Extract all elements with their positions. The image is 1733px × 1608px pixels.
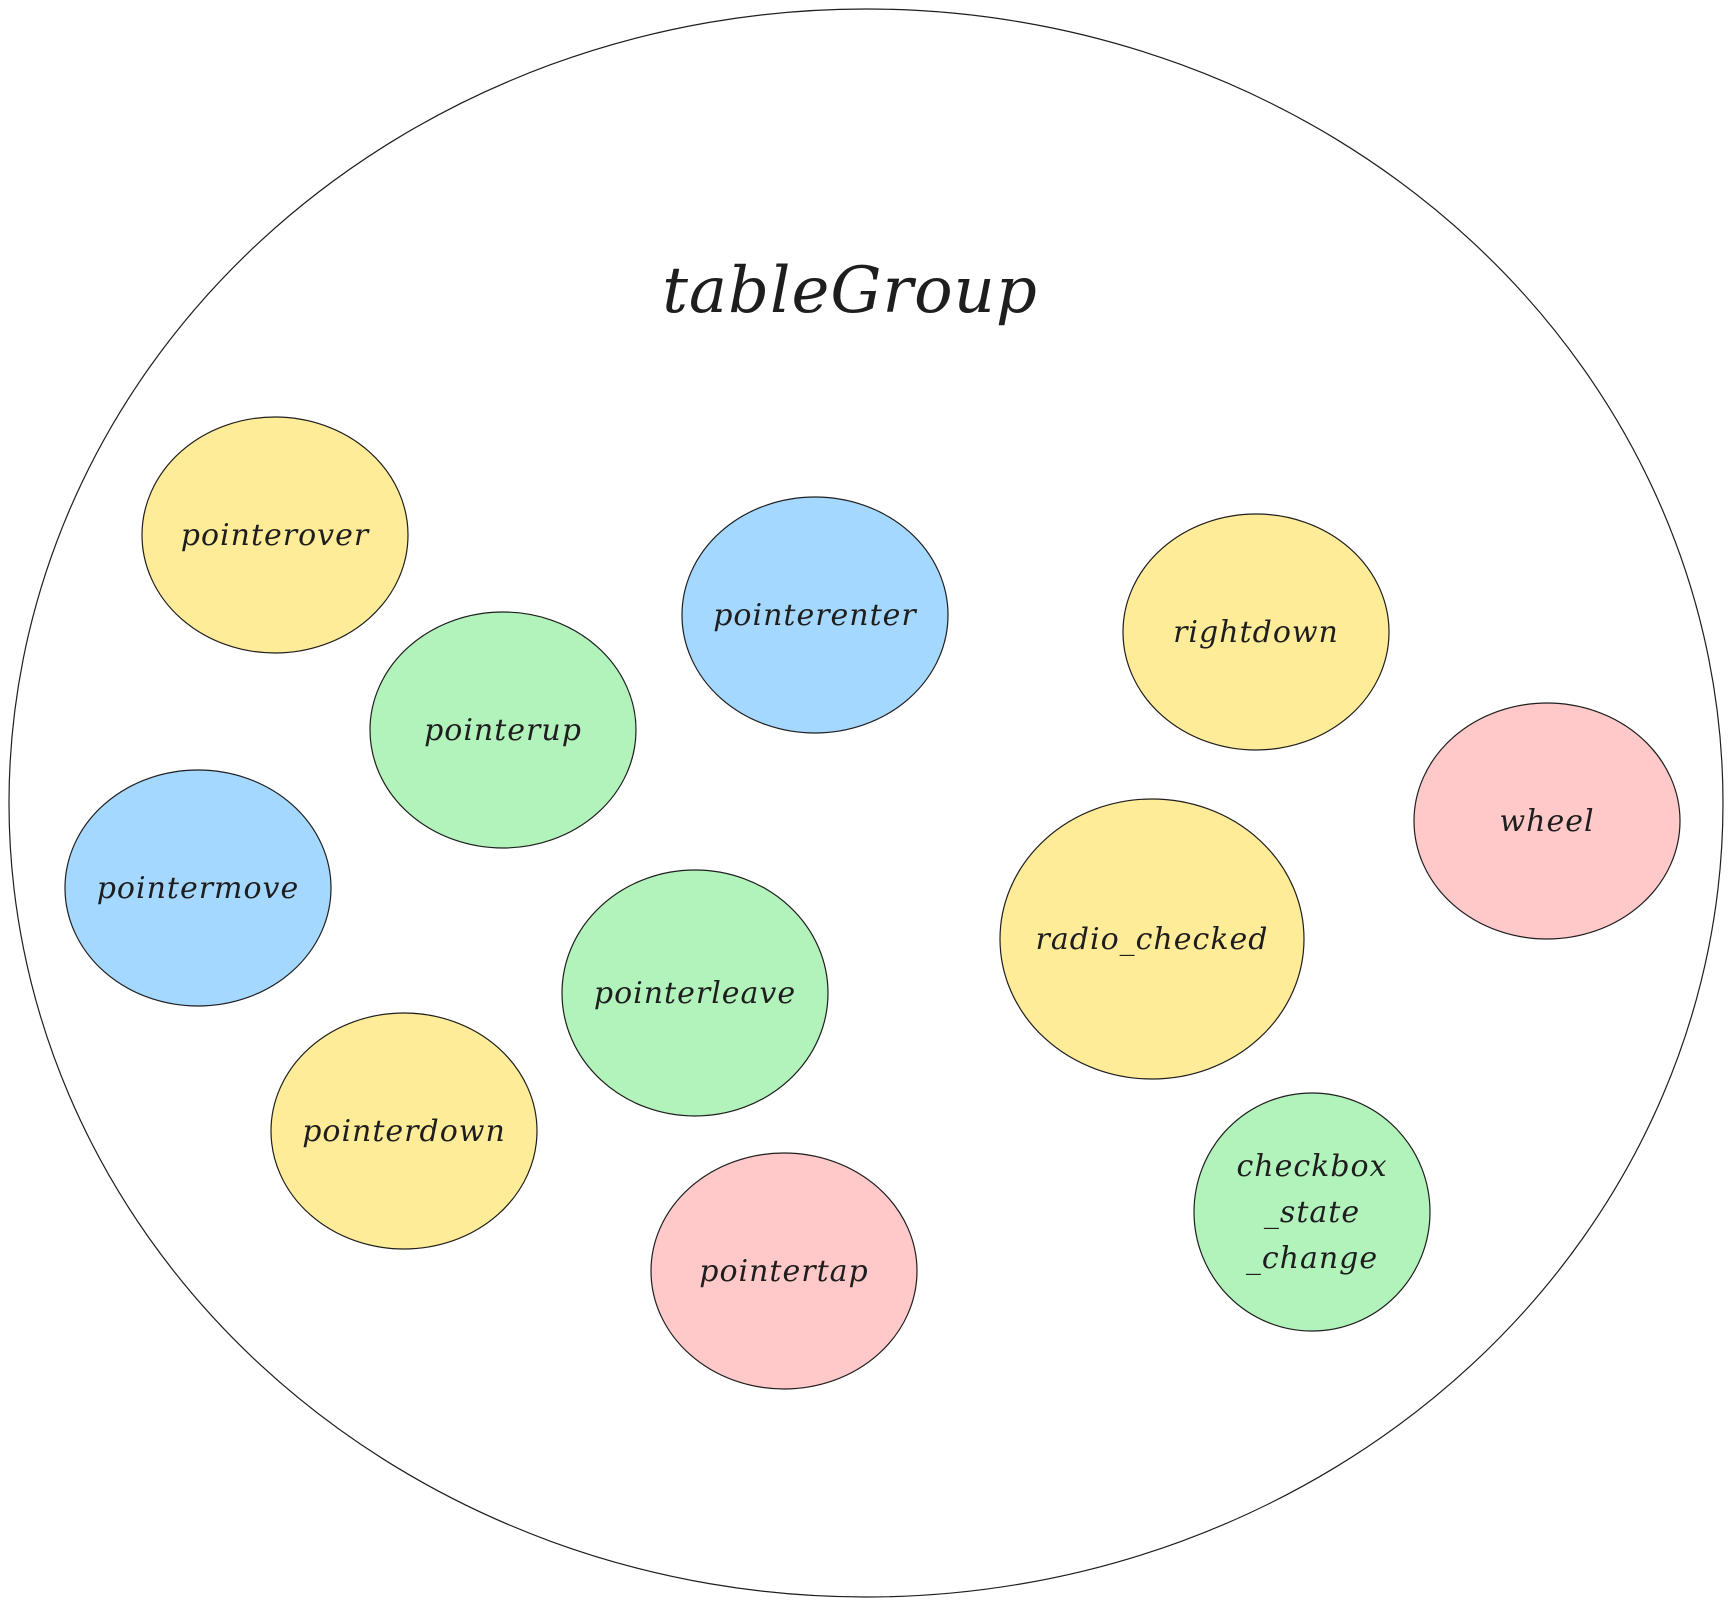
- event-node-pointerup: pointerup: [369, 611, 637, 849]
- event-node-pointertap-label: pointertap: [699, 1254, 868, 1289]
- event-node-radio-checked: radio_checked: [999, 798, 1305, 1080]
- event-nodes: pointerover pointerenter rightdown pointeru…: [64, 416, 1681, 1390]
- event-node-pointerover: pointerover: [141, 416, 409, 654]
- event-node-pointermove: pointermove: [64, 769, 332, 1007]
- event-node-rightdown-label: rightdown: [1173, 615, 1339, 650]
- event-node-pointertap: pointertap: [650, 1152, 918, 1390]
- table-group-title: tableGroup: [662, 254, 1038, 328]
- event-node-checkbox-state-change-ellipse: [1193, 1092, 1431, 1332]
- event-node-wheel-label: wheel: [1499, 804, 1594, 839]
- event-node-radio-checked-ellipse: [999, 798, 1305, 1080]
- event-node-checkbox-state-change: checkbox _state _change: [1193, 1092, 1431, 1332]
- event-node-rightdown: rightdown: [1122, 513, 1390, 751]
- event-node-pointertap-ellipse: [650, 1152, 918, 1390]
- event-node-wheel: wheel: [1413, 702, 1681, 940]
- event-node-pointerenter-label: pointerenter: [713, 598, 917, 633]
- event-node-pointerdown-ellipse: [270, 1012, 538, 1250]
- event-node-pointerleave: pointerleave: [561, 869, 829, 1117]
- event-node-pointermove-ellipse: [64, 769, 332, 1007]
- event-node-pointerleave-ellipse: [561, 869, 829, 1117]
- event-node-pointerdown: pointerdown: [270, 1012, 538, 1250]
- event-node-checkbox-state-change-label: _change: [1246, 1241, 1378, 1276]
- event-node-pointerdown-label: pointerdown: [302, 1114, 506, 1149]
- event-node-pointerleave-label: pointerleave: [594, 976, 796, 1011]
- event-node-rightdown-ellipse: [1122, 513, 1390, 751]
- event-node-wheel-ellipse: [1413, 702, 1681, 940]
- event-node-checkbox-state-change-label: checkbox: [1236, 1149, 1387, 1184]
- event-node-pointerup-ellipse: [369, 611, 637, 849]
- event-node-pointerup-label: pointerup: [424, 713, 582, 748]
- event-node-pointerenter-ellipse: [681, 496, 949, 734]
- event-node-pointerover-label: pointerover: [181, 518, 370, 553]
- event-node-radio-checked-label: radio_checked: [1036, 922, 1269, 957]
- event-node-checkbox-state-change-label: _state: [1264, 1195, 1360, 1230]
- event-node-pointerover-ellipse: [141, 416, 409, 654]
- event-node-pointermove-label: pointermove: [97, 871, 300, 906]
- event-node-pointerenter: pointerenter: [681, 496, 949, 734]
